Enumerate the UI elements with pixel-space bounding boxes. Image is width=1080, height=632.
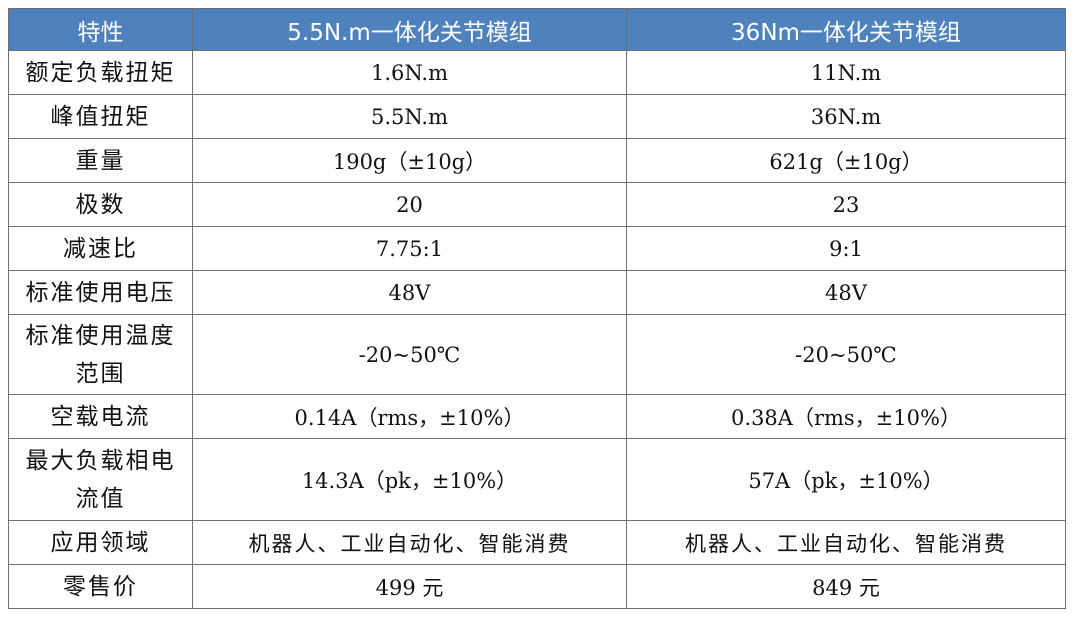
feature-cell: 额定负载扭矩 bbox=[8, 50, 193, 95]
value-cell-36nm: 849 元 bbox=[626, 564, 1066, 609]
spec-table-container: 特性 5.5N.m一体化关节模组 36Nm一体化关节模组 额定负载扭矩 1.6N… bbox=[8, 8, 1066, 609]
table-row: 最大负载相电流值 14.3A（pk，±10%） 57A（pk，±10%） bbox=[8, 438, 1066, 521]
spec-table: 特性 5.5N.m一体化关节模组 36Nm一体化关节模组 额定负载扭矩 1.6N… bbox=[8, 8, 1066, 609]
value-cell-5-5nm: 14.3A（pk，±10%） bbox=[192, 438, 627, 521]
header-module-36nm: 36Nm一体化关节模组 bbox=[626, 8, 1066, 51]
header-feature: 特性 bbox=[8, 8, 193, 51]
table-row: 零售价 499 元 849 元 bbox=[8, 564, 1066, 609]
feature-cell: 标准使用电压 bbox=[8, 270, 193, 315]
value-cell-5-5nm: 20 bbox=[192, 182, 627, 227]
table-row: 空载电流 0.14A（rms，±10%） 0.38A（rms，±10%） bbox=[8, 394, 1066, 439]
value-cell-36nm: 机器人、工业自动化、智能消费 bbox=[626, 520, 1066, 565]
table-row: 重量 190g（±10g） 621g（±10g） bbox=[8, 138, 1066, 183]
value-cell-5-5nm: 499 元 bbox=[192, 564, 627, 609]
value-cell-5-5nm: 5.5N.m bbox=[192, 94, 627, 139]
table-row: 标准使用温度范围 -20~50℃ -20~50℃ bbox=[8, 314, 1066, 395]
feature-cell: 重量 bbox=[8, 138, 193, 183]
value-cell-5-5nm: 0.14A（rms，±10%） bbox=[192, 394, 627, 439]
header-module-5-5nm: 5.5N.m一体化关节模组 bbox=[192, 8, 627, 51]
table-row: 极数 20 23 bbox=[8, 182, 1066, 227]
table-row: 额定负载扭矩 1.6N.m 11N.m bbox=[8, 50, 1066, 95]
table-row: 峰值扭矩 5.5N.m 36N.m bbox=[8, 94, 1066, 139]
feature-cell: 最大负载相电流值 bbox=[8, 438, 193, 521]
table-row: 应用领域 机器人、工业自动化、智能消费 机器人、工业自动化、智能消费 bbox=[8, 520, 1066, 565]
table-body: 额定负载扭矩 1.6N.m 11N.m 峰值扭矩 5.5N.m 36N.m 重量… bbox=[8, 50, 1066, 609]
value-cell-36nm: 57A（pk，±10%） bbox=[626, 438, 1066, 521]
feature-cell: 减速比 bbox=[8, 226, 193, 271]
table-row: 标准使用电压 48V 48V bbox=[8, 270, 1066, 315]
feature-cell: 空载电流 bbox=[8, 394, 193, 439]
feature-cell: 应用领域 bbox=[8, 520, 193, 565]
value-cell-36nm: 9:1 bbox=[626, 226, 1066, 271]
value-cell-36nm: 11N.m bbox=[626, 50, 1066, 95]
value-cell-36nm: 36N.m bbox=[626, 94, 1066, 139]
value-cell-5-5nm: -20~50℃ bbox=[192, 314, 627, 395]
value-cell-5-5nm: 48V bbox=[192, 270, 627, 315]
value-cell-36nm: 0.38A（rms，±10%） bbox=[626, 394, 1066, 439]
value-cell-36nm: 621g（±10g） bbox=[626, 138, 1066, 183]
value-cell-5-5nm: 1.6N.m bbox=[192, 50, 627, 95]
feature-cell: 零售价 bbox=[8, 564, 193, 609]
value-cell-5-5nm: 190g（±10g） bbox=[192, 138, 627, 183]
feature-cell: 标准使用温度范围 bbox=[8, 314, 193, 395]
header-row: 特性 5.5N.m一体化关节模组 36Nm一体化关节模组 bbox=[8, 8, 1066, 51]
value-cell-5-5nm: 7.75:1 bbox=[192, 226, 627, 271]
value-cell-36nm: -20~50℃ bbox=[626, 314, 1066, 395]
value-cell-5-5nm: 机器人、工业自动化、智能消费 bbox=[192, 520, 627, 565]
table-row: 减速比 7.75:1 9:1 bbox=[8, 226, 1066, 271]
feature-cell: 极数 bbox=[8, 182, 193, 227]
feature-cell: 峰值扭矩 bbox=[8, 94, 193, 139]
value-cell-36nm: 48V bbox=[626, 270, 1066, 315]
value-cell-36nm: 23 bbox=[626, 182, 1066, 227]
table-header: 特性 5.5N.m一体化关节模组 36Nm一体化关节模组 bbox=[8, 8, 1066, 51]
